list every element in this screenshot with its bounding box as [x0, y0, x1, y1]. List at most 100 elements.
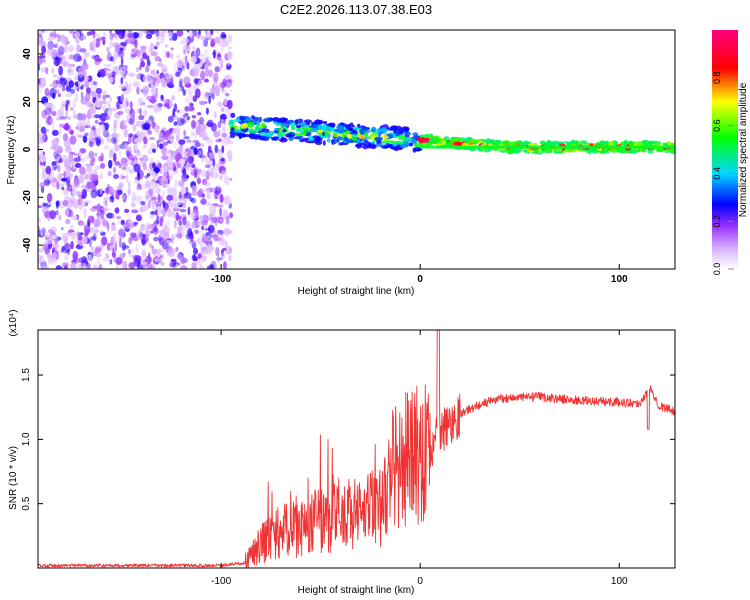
spectrogram-noise-cell — [182, 37, 190, 45]
spectrogram-noise-cell — [120, 56, 124, 66]
spectrogram-noise-cell — [133, 163, 141, 173]
spectrogram-noise-cell — [190, 197, 197, 204]
spectrogram-noise-cell — [53, 74, 58, 78]
spectrogram-noise-cell — [65, 218, 71, 225]
spectrogram-signal-cell — [369, 144, 377, 150]
spectrogram-noise-cell — [159, 78, 166, 85]
spectrogram-noise-cell — [146, 59, 151, 66]
spectrogram-signal-cell — [412, 132, 419, 137]
spectrogram-noise-cell — [183, 136, 190, 140]
spectrogram-signal-cell — [240, 123, 249, 129]
spectrogram-noise-cell — [191, 56, 197, 64]
spectrogram-noise-cell — [178, 220, 182, 226]
spectrogram-noise-cell — [194, 88, 201, 99]
spectrogram-noise-cell — [105, 188, 109, 195]
spectrogram-noise-cell — [91, 174, 99, 181]
spectrogram-noise-cell — [151, 202, 156, 211]
spectrogram-noise-cell — [66, 54, 69, 64]
spectrogram-noise-cell — [133, 143, 138, 152]
spectrogram-noise-cell — [161, 190, 165, 197]
spectrogram-noise-cell — [44, 231, 51, 238]
spectrogram-noise-cell — [191, 189, 197, 197]
spectrogram-noise-cell — [216, 56, 222, 61]
spectrogram-noise-cell — [38, 205, 43, 209]
spectrogram-signal-cell — [434, 135, 440, 140]
spectrogram-signal-cell — [352, 126, 360, 131]
spectrogram-noise-cell — [47, 212, 50, 222]
spectrogram-noise-cell — [186, 116, 191, 121]
spectrogram-noise-cell — [102, 94, 107, 101]
spectrogram-noise-cell — [41, 227, 47, 235]
spectrogram-noise-cell — [198, 100, 207, 106]
spectrogram-noise-cell — [106, 72, 113, 77]
spectrogram-noise-cell — [191, 45, 196, 51]
spectrogram-noise-cell — [162, 141, 169, 146]
spectrogram-noise-cell — [68, 152, 74, 162]
spectrogram-noise-cell — [192, 212, 196, 219]
spectrogram-xlabel: Height of straight line (km) — [298, 286, 415, 297]
spectrogram-noise-cell — [214, 30, 221, 34]
spectrogram-noise-cell — [181, 257, 188, 263]
spectrogram-noise-cell — [79, 48, 87, 53]
spectrogram-signal-cell — [295, 124, 302, 129]
spectrogram-signal-cell — [315, 119, 323, 125]
spectrogram-signal-cell — [394, 146, 399, 152]
spectrogram-signal-cell — [336, 136, 344, 141]
spectrogram-noise-cell — [47, 36, 55, 41]
spectrogram-noise-cell — [226, 66, 231, 71]
spectrogram-noise-cell — [204, 164, 211, 169]
spectrogram-noise-cell — [72, 110, 76, 117]
spectrogram-noise-cell — [198, 215, 205, 222]
spectrogram-noise-cell — [205, 107, 209, 115]
spectrogram-noise-cell — [101, 236, 108, 246]
spectrogram-noise-cell — [164, 220, 171, 227]
spectrogram-signal-cell — [332, 138, 338, 145]
spectrogram-noise-cell — [53, 89, 60, 94]
spectrogram-ytick-label: -40 — [22, 237, 33, 252]
spectrogram-signal-cell — [242, 134, 251, 137]
spectrogram-noise-cell — [191, 120, 197, 129]
spectrogram-noise-cell — [199, 169, 207, 177]
spectrogram-signal-cell — [386, 127, 396, 131]
spectrogram-signal-cell — [245, 116, 252, 122]
spectrogram-signal-cell — [272, 136, 280, 141]
spectrogram-noise-cell — [163, 226, 171, 236]
spectrogram-noise-cell — [113, 53, 116, 60]
spectrogram-noise-cell — [75, 38, 80, 45]
spectrogram-noise-cell — [140, 45, 147, 50]
spectrogram-signal-cell — [314, 140, 323, 146]
spectrogram-noise-cell — [151, 245, 154, 250]
spectrogram-ticks: -100 0 100 -40 -20 0 20 40 — [22, 48, 628, 285]
spectrogram-noise-cell — [221, 252, 225, 261]
spectrogram-signal-cell — [322, 140, 326, 146]
spectrogram-ytick-label: 40 — [22, 48, 33, 60]
spectrogram-signal-cell — [247, 121, 255, 128]
spectrogram-noise-cell — [40, 259, 45, 263]
spectrogram-noise-cell — [118, 182, 124, 188]
spectrogram-noise-cell — [193, 256, 198, 262]
snr-ytick-label: 0.5 — [21, 496, 32, 510]
spectrogram-noise-cell — [139, 134, 143, 140]
spectrogram-noise-cell — [208, 152, 215, 160]
spectrogram-noise-cell — [156, 70, 159, 75]
spectrogram-noise-cell — [106, 222, 110, 230]
snr-xtick-label: -100 — [211, 576, 231, 587]
spectrogram-signal-cell — [359, 128, 365, 135]
spectrogram-signal-cell — [589, 147, 598, 152]
spectrogram-noise-cell — [77, 66, 85, 77]
spectrogram-noise-cell — [140, 154, 147, 165]
spectrogram-noise-cell — [170, 77, 174, 87]
spectrogram-noise-cell — [191, 262, 197, 269]
spectrogram-noise-cell — [113, 152, 117, 162]
spectrogram-noise-cell — [197, 79, 204, 87]
spectrogram-noise-cell — [194, 142, 201, 148]
spectrogram-noise-cell — [82, 35, 87, 40]
spectrogram-noise-cell — [227, 76, 233, 80]
spectrogram-noise-cell — [128, 181, 131, 189]
spectrogram-noise-cell — [133, 81, 141, 88]
spectrogram-noise-cell — [51, 234, 57, 240]
spectrogram-noise-cell — [41, 45, 46, 55]
spectrogram-signal-cell — [574, 140, 580, 146]
spectrogram-noise-cell — [179, 232, 182, 240]
spectrogram-noise-cell — [131, 48, 139, 55]
